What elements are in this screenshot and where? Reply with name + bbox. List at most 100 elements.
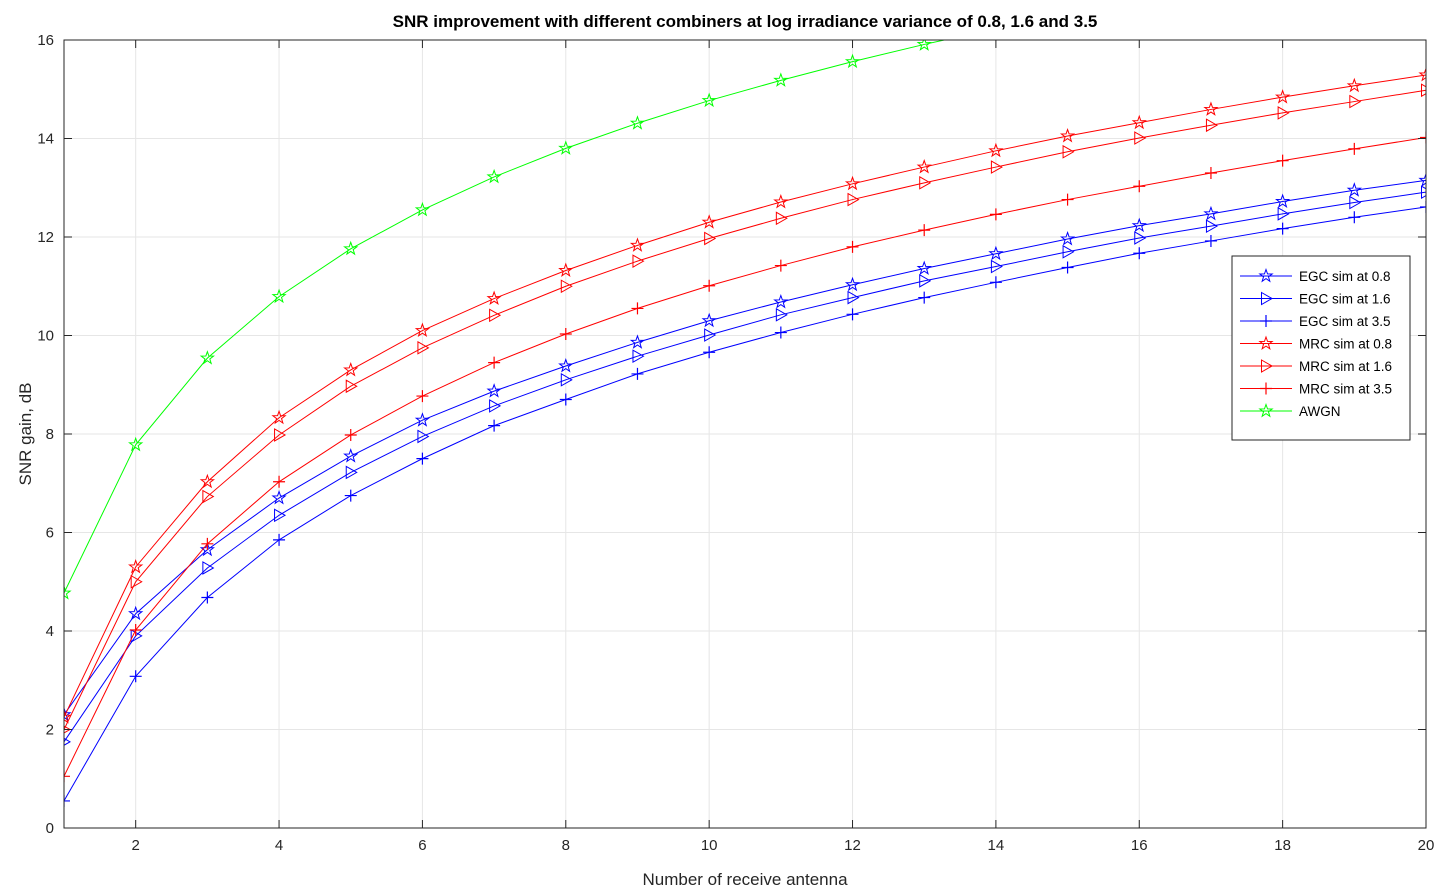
data-point <box>629 334 646 349</box>
data-point <box>1059 230 1076 246</box>
data-point <box>489 399 502 413</box>
data-point <box>847 192 860 207</box>
y-tick-label: 4 <box>46 623 54 640</box>
data-point <box>846 308 859 321</box>
series-line <box>64 137 1426 777</box>
data-point <box>847 290 860 305</box>
data-point <box>1134 131 1147 145</box>
x-tick-label: 20 <box>1418 837 1435 854</box>
data-point <box>64 706 72 722</box>
x-tick-label: 6 <box>418 837 426 854</box>
ticks <box>64 39 1427 829</box>
data-point <box>559 393 572 406</box>
legend-label: MRC sim at 3.5 <box>1299 382 1392 397</box>
legend-item: EGC sim at 1.6 <box>1240 292 1391 307</box>
legend-label: EGC sim at 1.6 <box>1299 292 1391 307</box>
data-point <box>844 175 861 191</box>
x-axis-label: Number of receive antenna <box>642 870 848 889</box>
data-point <box>414 412 431 427</box>
data-point <box>64 770 70 783</box>
data-point <box>128 558 144 574</box>
data-point <box>345 379 358 394</box>
data-point <box>1420 131 1426 144</box>
legend-marker <box>1260 315 1272 327</box>
data-point <box>558 262 574 277</box>
data-point <box>988 245 1004 261</box>
data-point <box>1274 89 1291 104</box>
data-point <box>343 448 359 463</box>
data-point <box>486 168 502 184</box>
data-point <box>1061 261 1074 274</box>
legend-marker <box>1258 335 1274 350</box>
data-point <box>989 276 1002 289</box>
data-point <box>844 53 861 69</box>
legend-label: MRC sim at 0.8 <box>1299 337 1392 352</box>
data-point <box>488 356 501 369</box>
series-2 <box>64 185 1426 746</box>
y-tick-label: 8 <box>46 426 54 443</box>
data-point <box>1276 154 1289 167</box>
data-point <box>559 328 572 341</box>
x-tick-label: 10 <box>701 837 718 854</box>
data-point <box>199 541 215 557</box>
data-point <box>773 194 789 209</box>
data-point <box>199 350 215 365</box>
data-point <box>271 288 287 304</box>
data-point <box>416 452 429 465</box>
data-point <box>1205 219 1218 234</box>
data-point <box>64 725 72 734</box>
data-point <box>417 340 430 355</box>
legend-item: MRC sim at 1.6 <box>1240 359 1392 374</box>
data-point <box>1348 142 1361 155</box>
legend-item: MRC sim at 0.8 <box>1240 335 1392 352</box>
x-tick-label: 8 <box>562 837 570 854</box>
data-point <box>629 237 646 252</box>
data-point <box>64 709 72 724</box>
data-point <box>558 140 574 155</box>
data-point <box>202 489 215 504</box>
data-point <box>1346 182 1362 197</box>
data-point <box>343 240 359 256</box>
data-point <box>704 328 717 342</box>
data-point <box>775 211 788 226</box>
series-line <box>64 206 1426 802</box>
data-point <box>201 591 214 604</box>
series-line <box>64 89 1426 730</box>
data-point <box>1420 200 1426 213</box>
data-point <box>1418 172 1426 187</box>
data-point <box>988 142 1004 158</box>
legend-label: MRC sim at 1.6 <box>1299 359 1392 374</box>
data-point <box>128 436 144 452</box>
data-point <box>274 428 287 442</box>
legend-label: AWGN <box>1299 404 1341 419</box>
data-point <box>1274 193 1291 209</box>
data-point <box>274 508 287 523</box>
legend-label: EGC sim at 3.5 <box>1299 314 1391 329</box>
data-point <box>489 308 502 323</box>
data-point <box>1421 185 1426 200</box>
series-5 <box>64 83 1426 734</box>
data-point <box>1204 166 1217 179</box>
y-tick-label: 10 <box>37 328 54 345</box>
series-4 <box>64 66 1426 724</box>
data-point <box>632 349 645 364</box>
legend-marker <box>1261 359 1274 373</box>
series-layer <box>64 40 1426 807</box>
data-point <box>416 390 429 403</box>
data-point <box>1062 244 1075 259</box>
y-tick-label: 12 <box>37 229 54 246</box>
data-point <box>631 367 644 380</box>
data-point <box>1346 77 1362 93</box>
data-point <box>129 670 142 683</box>
data-point <box>1203 101 1219 116</box>
y-tick-label: 16 <box>37 32 54 49</box>
data-point <box>703 346 716 359</box>
data-point <box>916 260 932 276</box>
legend-marker <box>1258 267 1274 283</box>
data-point <box>1276 222 1289 235</box>
series-7 <box>64 40 947 600</box>
data-point <box>130 629 143 643</box>
data-point <box>1203 205 1219 221</box>
data-point <box>775 307 788 322</box>
